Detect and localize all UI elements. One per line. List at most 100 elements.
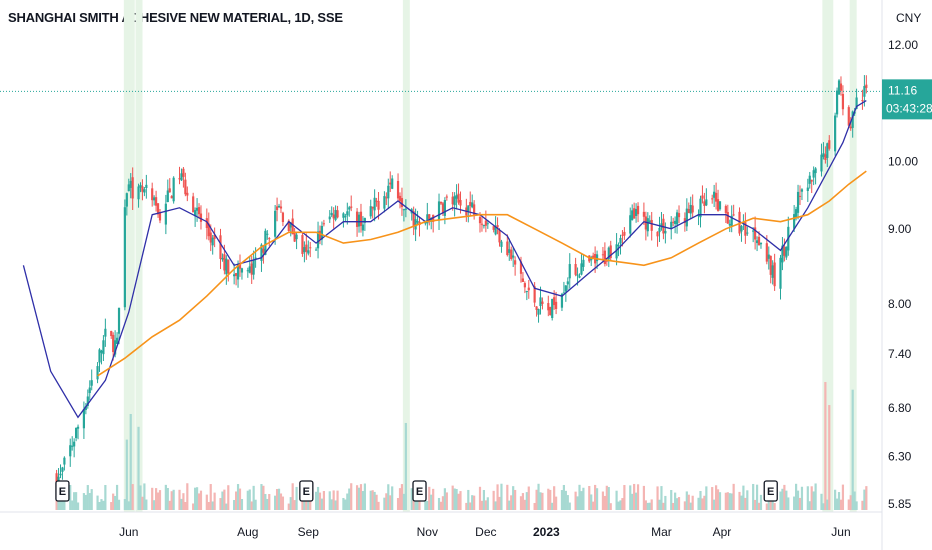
candle-body bbox=[732, 214, 735, 216]
candle-body bbox=[344, 216, 347, 218]
candle-body bbox=[699, 198, 702, 218]
volume-bar bbox=[551, 502, 554, 510]
candle-body bbox=[744, 222, 747, 236]
volume-bar bbox=[486, 497, 489, 510]
candle-body bbox=[192, 196, 195, 213]
volume-bar bbox=[125, 439, 128, 510]
candle-body bbox=[264, 230, 267, 255]
candle-body bbox=[467, 205, 470, 212]
volume-bar bbox=[330, 499, 333, 510]
volume-bar bbox=[633, 483, 636, 510]
candle-body bbox=[336, 210, 339, 218]
candle-body bbox=[437, 201, 441, 221]
time-tick-label: Jun bbox=[831, 525, 850, 539]
volume-bar bbox=[153, 500, 156, 510]
volume-bar bbox=[592, 501, 595, 510]
volume-bar bbox=[357, 487, 361, 510]
volume-bar bbox=[730, 493, 733, 510]
candle-body bbox=[69, 445, 72, 457]
volume-bar bbox=[851, 389, 854, 510]
volume-bar bbox=[348, 488, 351, 510]
volume-bar bbox=[373, 491, 376, 510]
candle-body bbox=[71, 445, 74, 447]
candle-body bbox=[525, 291, 528, 293]
volume-bar bbox=[755, 484, 759, 510]
volume-bar bbox=[634, 492, 638, 510]
candle-body bbox=[459, 200, 462, 206]
earnings-marker-label: E bbox=[59, 486, 66, 498]
volume-bar bbox=[199, 490, 203, 510]
candle-body bbox=[549, 306, 552, 316]
volume-bar bbox=[209, 484, 212, 510]
volume-bar bbox=[794, 483, 798, 510]
volume-bar bbox=[371, 490, 374, 510]
moving-average-slow bbox=[97, 170, 867, 377]
volume-bar bbox=[631, 493, 634, 510]
candle-body bbox=[714, 192, 718, 202]
candle-body bbox=[250, 263, 253, 275]
volume-bar bbox=[61, 494, 64, 510]
candle-body bbox=[112, 334, 115, 353]
currency-label: CNY bbox=[896, 11, 921, 25]
volume-bar bbox=[847, 499, 850, 510]
volume-bar bbox=[603, 495, 606, 510]
volume-bar bbox=[566, 495, 569, 510]
volume-bar bbox=[623, 485, 626, 510]
candle-body bbox=[834, 115, 837, 152]
volume-bar bbox=[465, 502, 468, 510]
candle-body bbox=[141, 186, 144, 192]
volume-bar bbox=[305, 497, 308, 510]
earnings-marker-label: E bbox=[767, 486, 774, 498]
volume-bar bbox=[539, 492, 542, 510]
candle-body bbox=[773, 262, 776, 287]
candle-body bbox=[153, 197, 156, 201]
volume-bar bbox=[689, 502, 692, 510]
candle-body bbox=[861, 100, 864, 102]
candle-body bbox=[178, 178, 181, 180]
price-tick-label: 6.30 bbox=[888, 450, 912, 464]
volume-bar bbox=[685, 491, 688, 510]
highlight-band bbox=[127, 0, 135, 512]
volume-bar bbox=[236, 484, 240, 510]
candle-body bbox=[74, 427, 78, 439]
candle-body bbox=[800, 189, 804, 192]
earnings-marker-box bbox=[55, 480, 70, 502]
volume-bar bbox=[402, 493, 406, 510]
candle-body bbox=[535, 306, 538, 310]
candle-body bbox=[496, 225, 499, 228]
volume-bar bbox=[344, 499, 347, 510]
volume-bar bbox=[320, 498, 324, 510]
candle-body bbox=[254, 257, 257, 259]
candle-body bbox=[687, 208, 690, 214]
volume-bar bbox=[238, 488, 242, 510]
candle-body bbox=[357, 214, 361, 227]
candle-body bbox=[636, 205, 640, 215]
moving-averages bbox=[22, 100, 867, 419]
candle-body bbox=[523, 283, 526, 288]
volume-bar bbox=[562, 484, 566, 510]
candle-body bbox=[576, 274, 579, 276]
candle-body bbox=[455, 195, 458, 199]
volume-bar bbox=[156, 492, 160, 510]
candle-body bbox=[320, 225, 324, 240]
candle-body bbox=[412, 211, 415, 227]
volume-bar bbox=[359, 484, 363, 510]
candle-body bbox=[785, 246, 788, 258]
earnings-marker-box bbox=[299, 480, 314, 502]
volume-bar bbox=[521, 493, 525, 510]
candle-body bbox=[629, 215, 632, 234]
volume-bar bbox=[240, 498, 244, 510]
candle-body bbox=[441, 203, 445, 214]
candle-body bbox=[551, 298, 554, 318]
candle-body bbox=[373, 197, 376, 211]
volume-bar bbox=[863, 489, 866, 510]
time-tick-label: Mar bbox=[651, 525, 672, 539]
candle-body bbox=[601, 254, 605, 256]
volume-bar bbox=[724, 492, 727, 510]
volume-bar bbox=[595, 488, 599, 510]
volume-bars bbox=[55, 382, 868, 510]
volume-bar bbox=[523, 499, 526, 510]
candle-body bbox=[486, 223, 489, 225]
